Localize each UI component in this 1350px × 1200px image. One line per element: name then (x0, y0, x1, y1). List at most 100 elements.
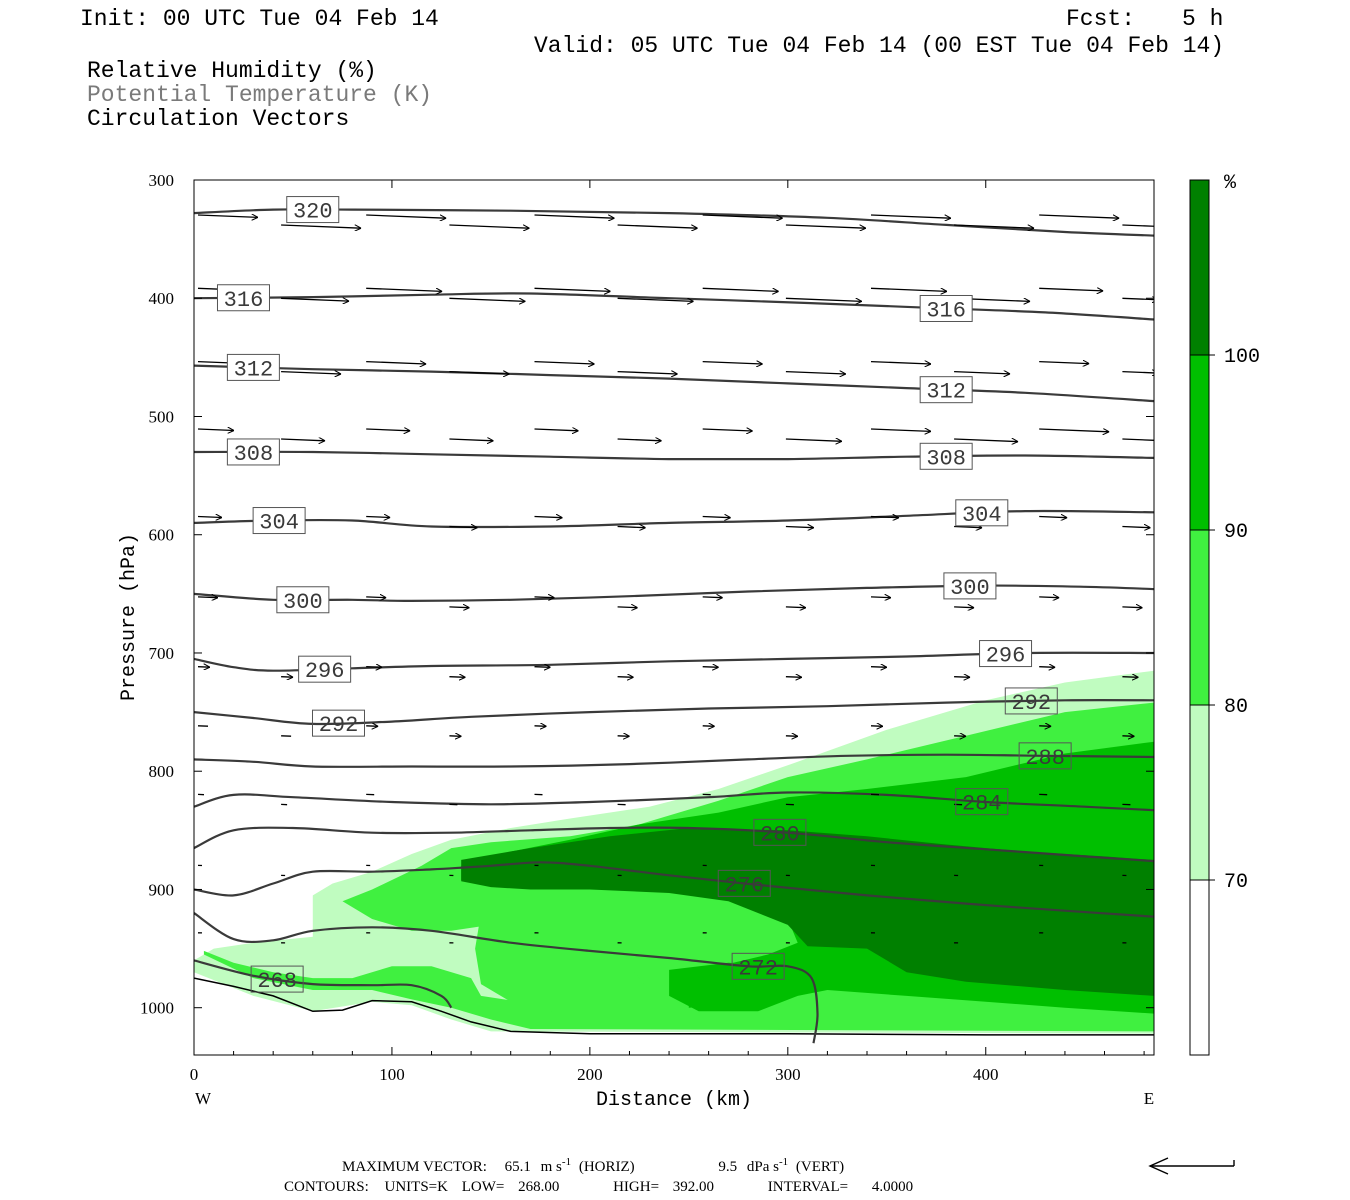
vector-r1-c6 (702, 287, 779, 291)
vector-r5-c7 (785, 607, 806, 608)
contour-label-box-276-0 (717, 869, 771, 897)
contour-label-268-0: 268 (257, 969, 297, 994)
y-tick-label-0: 300 (149, 171, 175, 190)
contour-label-320-0: 320 (293, 200, 333, 225)
vector-r1-c2 (366, 287, 442, 291)
theta-contour-288 (194, 753, 1154, 768)
vector-r6-c7 (785, 677, 802, 678)
vector-r0-c4 (534, 214, 615, 218)
vector-r0-c3 (449, 224, 529, 228)
theta-contour-268 (194, 959, 453, 1009)
contour-label-308-1: 308 (926, 446, 966, 471)
fcst-value: 5 h (1182, 6, 1223, 32)
fcst-label: Fcst: (1066, 6, 1135, 32)
vector-r1-c4 (534, 287, 611, 291)
theta-contour-300 (194, 584, 1154, 603)
vector-r2-c6 (702, 362, 763, 364)
valid-time: Valid: 05 UTC Tue 04 Feb 14 (00 EST Tue … (534, 33, 1224, 59)
theta-contour-316 (194, 292, 1154, 321)
vector-r3-c5 (617, 439, 662, 441)
colorbar-swatch-90 (1190, 355, 1209, 530)
vector-r6-c8 (870, 667, 887, 668)
contour-label-box-300-1 (943, 572, 997, 600)
contour-label-272-0: 272 (738, 956, 778, 981)
colorbar-label-70: 70 (1224, 871, 1248, 894)
contour-label-308-0: 308 (234, 442, 274, 467)
theta-contour-308 (194, 450, 1154, 461)
vector-r0-c0 (197, 215, 258, 217)
vector-r5-c9 (954, 607, 974, 608)
vector-r2-c9 (954, 372, 1010, 374)
plot-frame (193, 179, 1155, 1056)
contour-info-text: CONTOURS: UNITS=K LOW= 268.00 HIGH= 392.… (284, 1179, 913, 1195)
vector-r4-c2 (366, 517, 390, 518)
vector-r5-c0 (197, 597, 218, 598)
vector-r5-c6 (702, 597, 723, 598)
theta-contour-280 (194, 826, 1154, 863)
contour-label-box-280-0 (753, 818, 807, 846)
ground-line (194, 977, 1154, 1036)
contour-label-box-292-0 (311, 709, 365, 737)
contour-label-box-308-0 (226, 438, 280, 466)
vector-r3-c11 (1122, 438, 1154, 441)
contour-label-box-292-1 (1004, 687, 1058, 715)
vector-r3-c7 (785, 439, 842, 441)
vector-r0-c5 (617, 224, 698, 228)
vector-r6-c3 (449, 677, 465, 678)
theta-contour-284 (194, 791, 1154, 812)
colorbar-swatch-80 (1190, 530, 1209, 705)
contour-label-316-0: 316 (224, 288, 264, 313)
vector-r0-c1 (281, 224, 361, 228)
vector-r7-c3 (449, 736, 461, 737)
vector-r6-c5 (617, 677, 634, 678)
contour-label-box-316-1 (919, 294, 973, 322)
vector-r5-c10 (1039, 597, 1059, 598)
x-tick-label-3: 300 (775, 1065, 801, 1084)
contour-label-300-0: 300 (283, 590, 323, 615)
vector-r0-c7 (785, 224, 866, 228)
contour-label-box-308-1 (919, 442, 973, 470)
vector-r7-c6 (702, 726, 715, 727)
vector-r6-c4 (534, 667, 551, 668)
y-axis-label: Pressure (hPa) (118, 533, 141, 701)
vector-r4-c7 (785, 527, 814, 528)
vector-r3-c2 (366, 429, 410, 431)
vector-r6-c2 (366, 667, 382, 668)
vector-r5-c11 (1122, 607, 1142, 608)
vector-r6-c6 (702, 667, 719, 668)
rh-region-100-4 (461, 828, 1154, 996)
vector-r0-c2 (366, 214, 446, 218)
vector-r3-c3 (449, 439, 493, 441)
theta-contour-312 (194, 364, 1154, 403)
colorbar-frame (1189, 179, 1210, 1056)
max-vector-text: MAXIMUM VECTOR: 65.1 m s-1 (HORIZ) 9.5 d… (342, 1153, 844, 1175)
contour-label-304-1: 304 (962, 503, 1002, 528)
vector-r3-c10 (1039, 429, 1109, 432)
contour-label-284-0: 284 (962, 792, 1002, 817)
vector-r2-c1 (281, 372, 341, 374)
vector-r0-c6 (702, 214, 783, 218)
x-tick-label-0: 0 (190, 1065, 199, 1084)
colorbar-label-100: 100 (1224, 346, 1260, 369)
vector-r1-c7 (785, 297, 862, 301)
vector-r4-c11 (1122, 527, 1150, 528)
y-tick-label-2: 500 (149, 407, 175, 426)
vector-r7-c11 (1122, 736, 1134, 737)
x-tick-label-1: 100 (379, 1065, 405, 1084)
x-tick-label-4: 400 (973, 1065, 999, 1084)
vector-r3-c4 (534, 429, 579, 431)
vector-r7-c9 (954, 736, 966, 737)
vector-r5-c4 (534, 597, 555, 598)
y-tick-label-7: 1000 (140, 999, 174, 1018)
rh-region-90-5 (669, 962, 798, 1012)
theta-contour-304 (194, 509, 1154, 529)
vector-r5-c3 (449, 607, 469, 608)
contour-label-box-268-0 (250, 965, 304, 993)
colorbar-swatch-70 (1190, 705, 1209, 880)
field-vectors: Circulation Vectors (87, 106, 349, 132)
theta-contour-labels: 320 316 316 312 312 308 308 304 304 300 300 296 296 2… (216, 196, 1072, 994)
contour-label-296-1: 296 (986, 644, 1026, 669)
vector-r7-c5 (617, 736, 630, 737)
field-theta: Potential Temperature (K) (87, 82, 432, 108)
vector-r2-c3 (449, 372, 509, 374)
